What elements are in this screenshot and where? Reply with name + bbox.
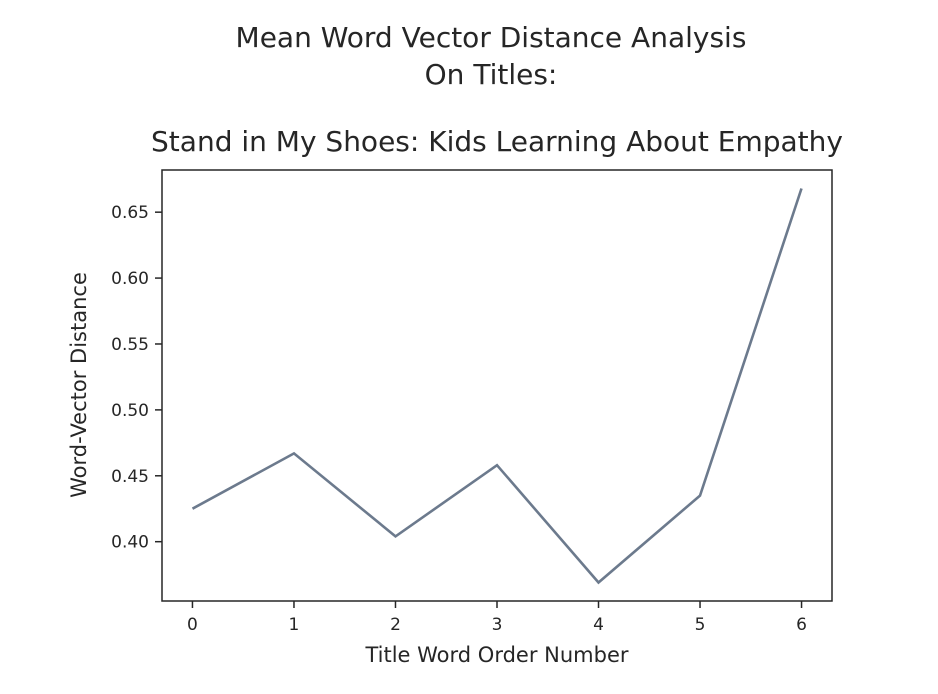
chart-title-line-1: Mean Word Vector Distance Analysis: [236, 21, 747, 54]
y-tick-label: 0.40: [111, 533, 149, 553]
y-axis-ticks: 0.40 0.45 0.50 0.55 0.60 0.65: [111, 203, 162, 553]
x-tick-label: 2: [390, 615, 401, 635]
x-tick-label: 6: [796, 615, 807, 635]
series-layer: [191, 188, 803, 585]
y-tick-label: 0.55: [111, 335, 149, 355]
x-axis-label: Title Word Order Number: [364, 643, 628, 667]
x-tick-label: 5: [695, 615, 706, 635]
x-tick-label: 3: [492, 615, 503, 635]
x-tick-label: 4: [593, 615, 604, 635]
y-tick-label: 0.50: [111, 401, 149, 421]
y-tick-label: 0.45: [111, 467, 149, 487]
x-tick-label: 0: [187, 615, 198, 635]
series-line: [191, 188, 803, 585]
chart-title-line-2: On Titles:: [425, 58, 558, 91]
x-tick-label: 1: [289, 615, 300, 635]
plot-area-frame: [161, 169, 833, 602]
y-tick-label: 0.65: [111, 203, 149, 223]
x-axis-ticks: 0 1 2 3 4 5 6: [187, 601, 807, 635]
y-axis-label: Word-Vector Distance: [67, 272, 91, 498]
chart-title-line-4: Stand in My Shoes: Kids Learning About E…: [151, 125, 843, 158]
y-tick-label: 0.60: [111, 269, 149, 289]
